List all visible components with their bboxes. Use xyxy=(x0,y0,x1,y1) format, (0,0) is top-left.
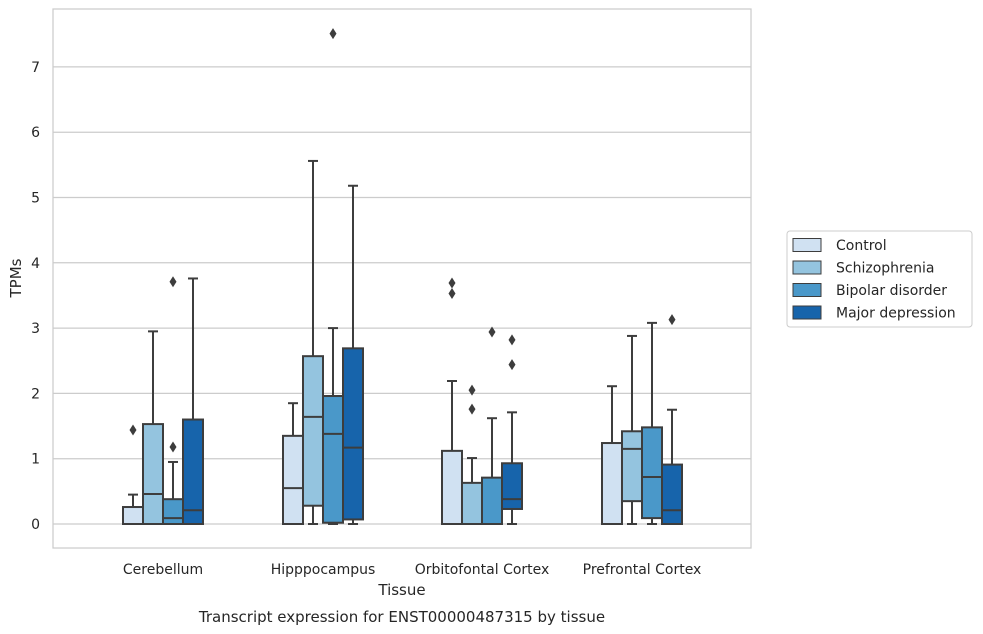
box-iqr xyxy=(342,347,364,521)
y-tick-label: 1 xyxy=(31,452,40,468)
legend-swatch xyxy=(792,238,822,252)
outlier-point xyxy=(508,359,516,371)
y-tick-label: 6 xyxy=(31,125,40,141)
box-2-3 xyxy=(501,334,523,525)
box-2-2 xyxy=(481,326,503,525)
legend-label: Major depression xyxy=(836,306,956,322)
box-iqr xyxy=(461,481,483,525)
legend-swatch xyxy=(792,305,822,320)
box-iqr xyxy=(661,463,683,525)
legend-swatch xyxy=(792,260,822,275)
x-tick-label: Prefrontal Cortex xyxy=(583,562,702,578)
box-iqr xyxy=(162,498,184,526)
box-iqr xyxy=(481,476,503,525)
outlier-point xyxy=(668,314,676,326)
legend-label: Control xyxy=(836,238,887,254)
outlier-point xyxy=(448,287,456,299)
box-iqr xyxy=(501,462,523,510)
legend-label: Schizophrenia xyxy=(836,261,934,277)
outlier-point xyxy=(169,441,177,453)
box-iqr xyxy=(282,434,304,525)
outlier-point xyxy=(508,334,516,346)
y-tick-label: 4 xyxy=(31,256,40,272)
box-0-0 xyxy=(122,424,144,526)
box-0-1 xyxy=(142,330,164,525)
legend-swatch xyxy=(792,283,822,297)
x-axis-title: Tissue xyxy=(377,581,425,599)
outlier-point xyxy=(448,277,456,289)
box-2-0 xyxy=(441,277,463,526)
box-iqr xyxy=(302,355,324,507)
outlier-point xyxy=(468,403,476,415)
box-3-3 xyxy=(661,314,683,525)
box-1-2 xyxy=(322,28,344,525)
y-tick-label: 5 xyxy=(31,191,40,207)
outlier-point xyxy=(329,28,337,40)
outlier-point xyxy=(129,424,137,436)
box-3-1 xyxy=(621,334,643,525)
y-tick-label: 3 xyxy=(31,321,40,337)
legend: Control Schizophrenia Bipolar disorder Majo… xyxy=(786,230,973,328)
y-tick-label: 2 xyxy=(31,386,40,402)
x-tick-label: Hipppocampus xyxy=(271,562,376,578)
plot-frame xyxy=(52,8,752,549)
box-iqr xyxy=(122,506,144,526)
outlier-point xyxy=(169,276,177,288)
x-tick-label: Orbitofontal Cortex xyxy=(415,562,550,578)
y-axis-title: TPMs xyxy=(7,258,25,298)
legend-label: Bipolar disorder xyxy=(836,283,947,299)
y-tick-labels: 0 1 2 3 4 5 6 7 xyxy=(31,60,40,533)
outlier-point xyxy=(488,326,496,338)
y-tick-label: 7 xyxy=(31,60,40,76)
chart-caption: Transcript expression for ENST0000048731… xyxy=(198,608,605,626)
box-iqr xyxy=(441,449,463,526)
box-0-2 xyxy=(162,276,184,526)
outlier-point xyxy=(468,384,476,396)
box-iqr xyxy=(182,418,204,525)
box-1-3 xyxy=(342,184,364,525)
y-tick-label: 0 xyxy=(31,517,40,533)
box-iqr xyxy=(322,395,344,524)
box-iqr xyxy=(621,430,643,503)
legend-frame xyxy=(786,230,973,328)
box-iqr xyxy=(641,426,663,520)
x-tick-labels: Cerebellum Hipppocampus Orbitofontal Corte… xyxy=(123,562,701,578)
boxes-layer xyxy=(122,28,683,526)
box-0-3 xyxy=(182,277,204,525)
box-iqr xyxy=(601,442,623,526)
x-tick-label: Cerebellum xyxy=(123,562,203,578)
box-iqr xyxy=(142,423,164,525)
